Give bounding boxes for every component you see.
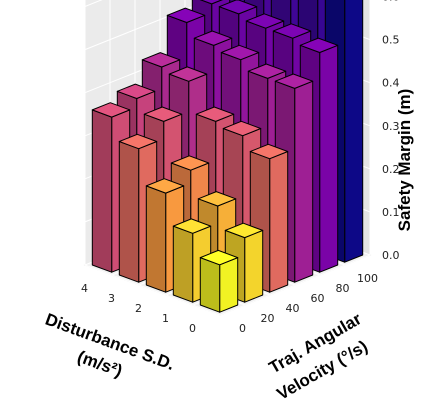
bar-top-face	[220, 44, 260, 61]
y-tick-label: 0	[239, 322, 246, 335]
bar-side-face	[118, 141, 140, 283]
bar-top-face	[245, 13, 285, 29]
bar-top-face	[197, 191, 237, 207]
x-tick-label: 4	[81, 282, 88, 295]
z-tick-label: 0.1	[382, 206, 400, 219]
bar-top-face	[91, 102, 131, 118]
z-axis-label: Safety Margin (m)	[395, 89, 414, 232]
z-tick-label: 0.4	[382, 77, 400, 90]
bar-front-face	[344, 0, 364, 263]
bar-top-face	[193, 30, 233, 46]
z-tick-label: 0.2	[382, 163, 400, 176]
bar-top-face	[249, 143, 289, 160]
bar-top-face	[218, 0, 258, 15]
bar-front-face	[294, 80, 314, 283]
bar-top-face	[143, 106, 183, 122]
bar-top-face	[222, 120, 262, 137]
bar-top-face	[118, 133, 158, 150]
bar-top-face	[224, 222, 264, 239]
x-tick-label: 2	[135, 302, 142, 315]
bar-side-face	[91, 109, 113, 273]
bar-top-face	[170, 155, 210, 171]
bar-top-face	[166, 7, 206, 23]
bar-front-face	[244, 229, 264, 303]
y-tick-label: 60	[311, 292, 325, 305]
bar-front-face	[319, 44, 339, 273]
y-tick-label: 20	[261, 312, 275, 325]
x-tick-label: 1	[162, 312, 169, 325]
bar-top-face	[274, 73, 314, 89]
bar-side-face	[145, 185, 167, 293]
bar-top-face	[299, 37, 339, 53]
bar-top-face	[116, 83, 156, 99]
bar-top-face	[168, 66, 208, 82]
z-tick-label: 0.3	[382, 120, 400, 133]
x-tick-label: 3	[108, 292, 115, 305]
bar	[199, 249, 239, 313]
bar-side-face	[199, 257, 221, 313]
z-tick-label: 0.6	[382, 0, 400, 4]
y-tick-label: 80	[336, 282, 350, 295]
bar-top-face	[172, 218, 212, 234]
bar-top-face	[272, 23, 312, 39]
y-tick-label: 100	[357, 272, 378, 285]
z-tick-label: 0.0	[382, 249, 400, 262]
x-tick-label: 0	[189, 322, 196, 335]
bar-top-face	[199, 0, 223, 5]
bar-top-face	[195, 106, 235, 122]
bar-top-face	[247, 63, 287, 79]
y-tick-label: 40	[286, 302, 300, 315]
bar-top-face	[141, 52, 181, 68]
bars-group	[91, 0, 364, 313]
bar-top-face	[199, 249, 239, 266]
bar-top-face	[145, 178, 185, 194]
bar-front-face	[219, 257, 239, 313]
bar-side-face	[172, 225, 194, 303]
y-gridline	[84, 0, 221, 316]
bar-front-face	[269, 151, 289, 293]
z-tick-label: 0.5	[382, 34, 400, 47]
